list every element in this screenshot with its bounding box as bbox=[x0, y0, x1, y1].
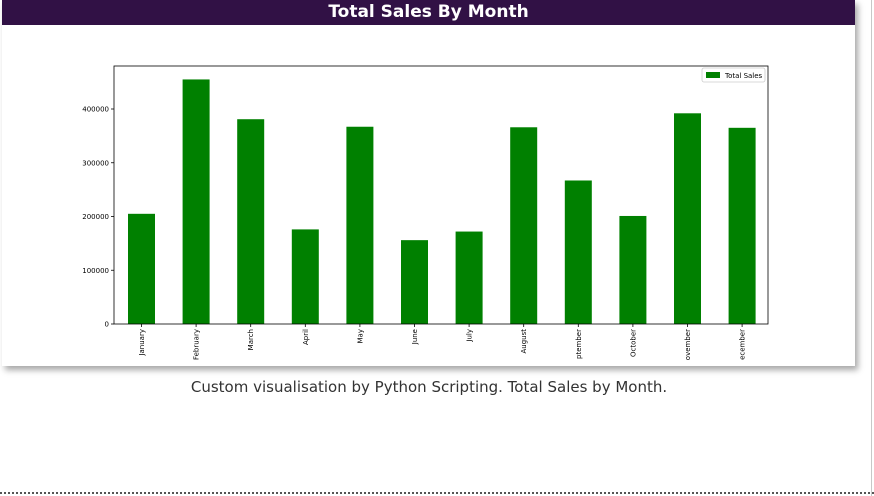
plot-frame bbox=[113, 65, 769, 325]
caption: Custom visualisation by Python Scripting… bbox=[190, 378, 668, 396]
x-tick-label: August bbox=[520, 329, 528, 354]
legend-label: Total Sales bbox=[724, 72, 763, 80]
x-tick-label: March bbox=[247, 329, 255, 350]
x-axis-ticks: January February March April May June July Augu… bbox=[138, 324, 747, 360]
right-border bbox=[871, 0, 872, 496]
x-tick-label: June bbox=[411, 329, 419, 345]
x-tick-label: July bbox=[466, 329, 474, 343]
x-tick-label: ecember bbox=[739, 329, 747, 360]
bar-june bbox=[401, 240, 428, 324]
y-tick-label: 300000 bbox=[82, 159, 109, 167]
bar-october bbox=[619, 215, 647, 324]
bar-february bbox=[182, 79, 210, 324]
visual-card[interactable]: Total Sales By Month 0 100000 200000 300000… bbox=[2, 0, 855, 366]
y-tick-label: 200000 bbox=[82, 213, 109, 221]
bar-august bbox=[510, 127, 538, 325]
bar-chart: 0 100000 200000 300000 400000 January Februar… bbox=[82, 65, 769, 360]
bar-january bbox=[128, 213, 155, 324]
bar-may bbox=[346, 126, 374, 324]
bottom-dotted-border bbox=[0, 492, 874, 494]
x-tick-label: October bbox=[629, 329, 637, 357]
y-tick-label: 100000 bbox=[82, 267, 109, 275]
y-tick-label: 400000 bbox=[82, 106, 109, 114]
x-tick-label: ptember bbox=[575, 329, 583, 359]
bar-april bbox=[291, 229, 319, 324]
card-title: Total Sales By Month bbox=[2, 0, 855, 25]
bar-december bbox=[728, 127, 756, 324]
x-tick-label: January bbox=[138, 329, 146, 357]
x-tick-label: April bbox=[302, 329, 310, 345]
bar-march bbox=[237, 119, 265, 325]
y-tick-label: 0 bbox=[105, 321, 109, 329]
bar-september bbox=[564, 180, 592, 324]
bar-november bbox=[674, 113, 701, 324]
y-axis-ticks: 0 100000 200000 300000 400000 bbox=[82, 106, 114, 329]
legend: Total Sales bbox=[701, 67, 766, 83]
x-tick-label: February bbox=[193, 329, 201, 360]
legend-box bbox=[701, 67, 766, 83]
bar-july bbox=[455, 231, 483, 324]
x-tick-label: ovember bbox=[684, 329, 692, 360]
legend-swatch bbox=[706, 72, 720, 78]
x-tick-label: May bbox=[356, 329, 364, 343]
bars-group bbox=[128, 79, 756, 325]
